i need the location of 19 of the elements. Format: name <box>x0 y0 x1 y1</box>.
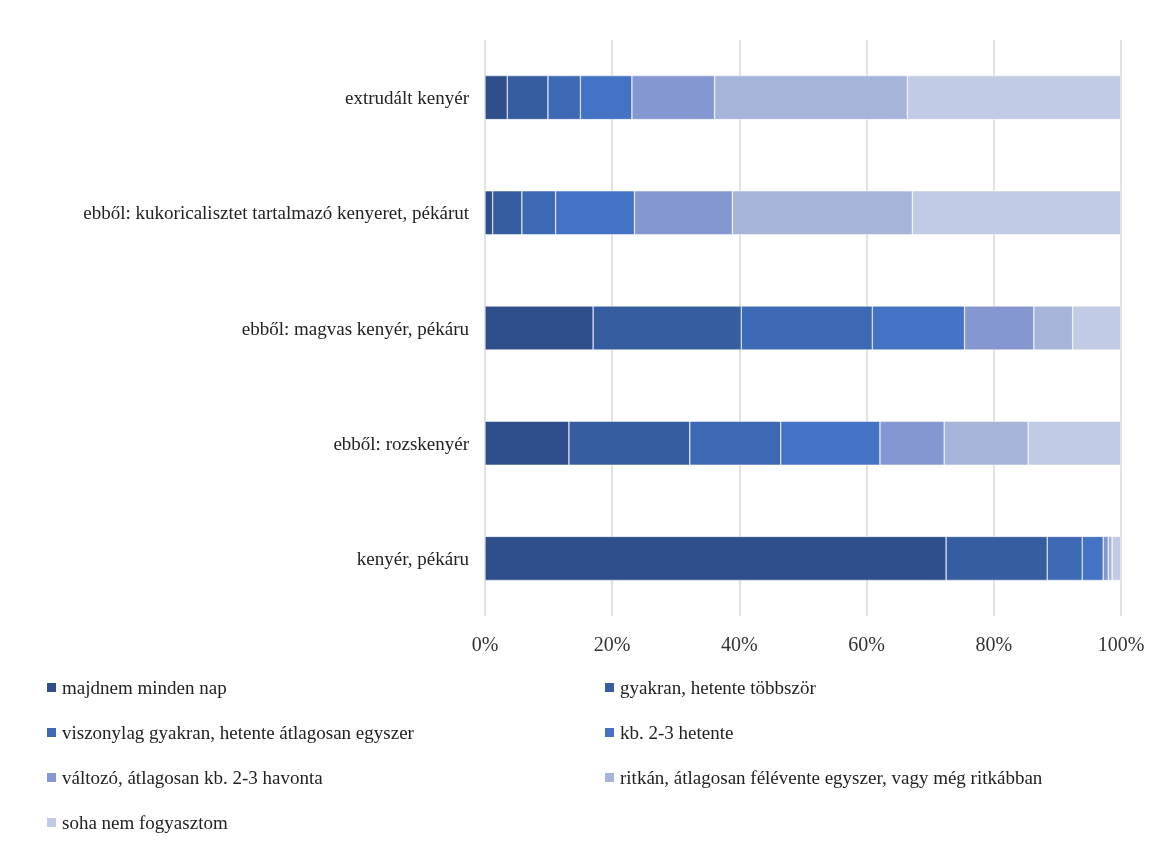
legend-label: soha nem fogyasztom <box>62 812 228 833</box>
y-tick-label: kenyér, pékáru <box>356 547 470 569</box>
y-tick-label: ebből: rozskenyér <box>333 432 470 454</box>
bar <box>1112 536 1121 581</box>
x-tick-label: 0% <box>471 633 499 655</box>
legend-label: majdnem minden nap <box>62 677 227 698</box>
legend-label: változó, átlagosan kb. 2-3 havonta <box>62 767 324 788</box>
legend-label: ritkán, átlagosan félévente egyszer, vagy még ritkábban <box>620 767 1043 788</box>
y-tick-label: ebből: magvas kenyér, pékáru <box>241 317 470 339</box>
x-tick-label: 80% <box>975 633 1013 655</box>
legend-label: viszonylag gyakran, hetente átlagosan egyszer <box>62 722 415 743</box>
x-tick-label: 20% <box>593 633 631 655</box>
y-tick-label: ebből: kukoricalisztet tartalmazó kenyeret, pékárut <box>83 202 470 224</box>
y-tick-label: extrudált kenyér <box>345 87 470 109</box>
legend-label: kb. 2-3 hetente <box>620 722 734 743</box>
x-tick-label: 60% <box>848 633 885 655</box>
x-tick-label: 100% <box>1097 633 1145 655</box>
legend-label: gyakran, hetente többször <box>620 677 817 698</box>
x-tick-label: 40% <box>721 633 758 655</box>
